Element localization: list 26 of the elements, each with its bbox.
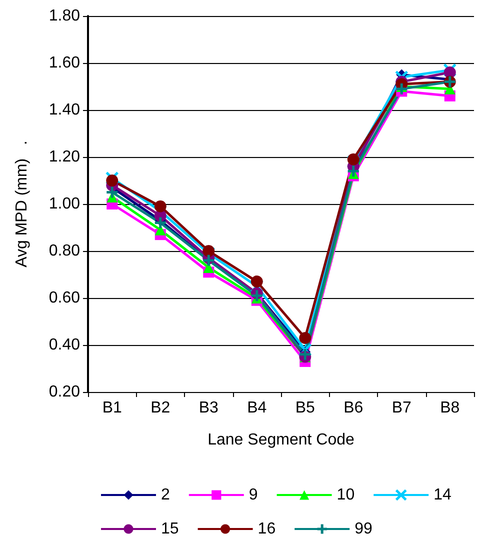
y-tick-label: 0.60 — [48, 290, 80, 306]
y-tick-label: 1.00 — [48, 196, 80, 212]
y-tick-label: 1.40 — [48, 102, 80, 118]
y-tick-label: 1.20 — [48, 148, 80, 166]
x-tick-label: B1 — [102, 400, 122, 416]
y-tick-label: 1.60 — [48, 54, 80, 72]
legend-label: 99 — [354, 520, 372, 538]
x-axis-title: Lane Segment Code — [208, 432, 354, 448]
y-tick-label: 0.40 — [48, 336, 80, 354]
x-tick-label: B2 — [150, 400, 170, 416]
y-tick-label: 0.20 — [48, 384, 80, 400]
y-tick-label: 0.80 — [48, 242, 80, 260]
legend-label: 2 — [161, 486, 170, 504]
y-tick-label: 1.80 — [48, 8, 80, 24]
x-tick-label: B3 — [198, 400, 219, 416]
x-tick-label: B7 — [392, 400, 412, 416]
legend-label: 10 — [336, 486, 355, 504]
legend-label: 15 — [161, 520, 179, 538]
x-tick-label: B5 — [295, 400, 316, 416]
legend-label: 9 — [248, 486, 258, 504]
x-tick-label: B6 — [344, 400, 364, 416]
y-axis-title: Avg MPD (mm) . — [14, 140, 30, 268]
legend-label: 14 — [434, 486, 452, 504]
x-tick-label: B8 — [440, 400, 460, 416]
x-tick-label: B4 — [247, 400, 267, 416]
legend-label: 16 — [258, 520, 276, 538]
